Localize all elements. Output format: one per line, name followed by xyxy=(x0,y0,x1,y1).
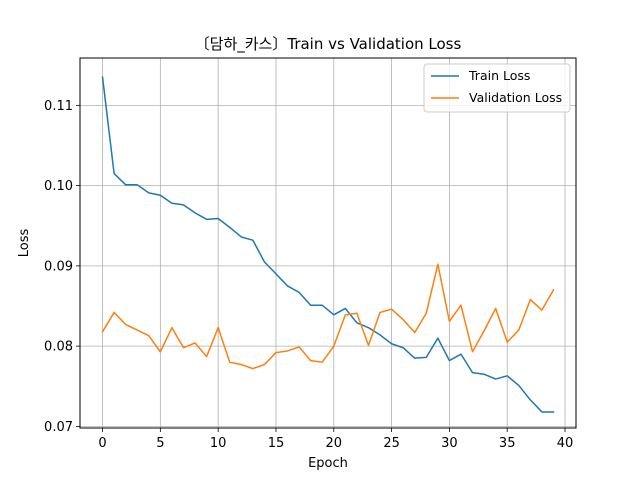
x-tick-label: 0 xyxy=(98,436,106,451)
y-tick-label: 0.07 xyxy=(44,420,73,435)
x-tick-label: 5 xyxy=(156,436,164,451)
x-tick-label: 30 xyxy=(441,436,458,451)
x-tick-label: 35 xyxy=(499,436,516,451)
y-axis-ticks: 0.07 0.08 0.09 0.10 0.11 xyxy=(44,99,80,435)
x-tick-label: 15 xyxy=(268,436,285,451)
train-loss-line xyxy=(101,76,555,413)
legend-label-validation-loss: Validation Loss xyxy=(469,90,562,105)
y-tick-label: 0.09 xyxy=(44,259,73,274)
chart-title: 〔담하_카스〕Train vs Validation Loss xyxy=(195,35,462,54)
y-axis-label: Loss xyxy=(17,229,32,258)
validation-loss-line xyxy=(101,263,555,370)
x-tick-label: 40 xyxy=(557,436,574,451)
series-layer xyxy=(101,76,555,413)
legend-box xyxy=(423,63,571,113)
axes-frame xyxy=(79,57,577,429)
grid xyxy=(80,58,576,428)
x-tick-label: 20 xyxy=(326,436,343,451)
x-axis-ticks: 0 5 10 15 20 25 30 35 40 xyxy=(98,428,573,451)
y-tick-label: 0.10 xyxy=(44,179,73,194)
y-tick-label: 0.08 xyxy=(44,340,73,355)
x-axis-label: Epoch xyxy=(308,456,348,471)
legend-label-train-loss: Train Loss xyxy=(468,68,530,83)
legend: Train Loss Validation Loss xyxy=(423,63,571,113)
x-tick-label: 10 xyxy=(210,436,227,451)
x-tick-label: 25 xyxy=(383,436,400,451)
y-tick-label: 0.11 xyxy=(44,99,73,114)
